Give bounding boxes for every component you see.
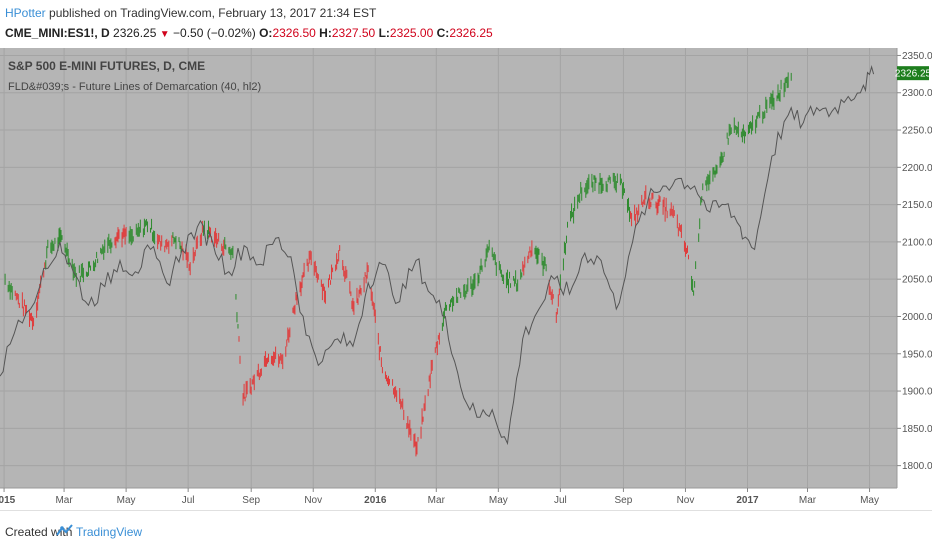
x-tick-label: 2016	[364, 495, 387, 506]
fld-line	[0, 65, 875, 446]
y-tick-label: 1900.00	[902, 387, 932, 398]
y-axis[interactable]: 1800.00 1850.00 1900.00 1950.00 2000.00 2050.…	[896, 48, 932, 488]
x-tick-label: May	[489, 495, 508, 506]
published-text: published on TradingView.com, February 1…	[49, 6, 377, 20]
x-tick-label: Mar	[428, 495, 446, 506]
x-tick-label: Mar	[55, 495, 73, 506]
high-value: 2327.50	[331, 26, 376, 40]
last-price-tag-bg	[897, 66, 929, 81]
down-triangle-icon: ▼	[159, 29, 170, 40]
tradingview-link[interactable]: TradingView	[76, 525, 143, 539]
low-value: 2325.00	[389, 26, 434, 40]
x-tick-label: May	[117, 495, 136, 506]
symbol-info-line: CME_MINI:ES1!, D 2326.25 ▼ −0.50 (−0.02%…	[5, 26, 493, 40]
x-tick-label: 2017	[736, 495, 759, 506]
author-link[interactable]: HPotter	[5, 6, 46, 20]
high-label: H:	[319, 26, 332, 40]
low-label: L:	[378, 26, 390, 40]
x-tick-label: Jul	[182, 495, 195, 506]
x-tick-label: Jul	[554, 495, 567, 506]
x-tick-label: Mar	[799, 495, 817, 506]
y-tick-label: 2350.00	[902, 51, 932, 62]
y-tick-label: 1800.00	[902, 461, 932, 472]
price-chart[interactable]: S&P 500 E-MINI FUTURES, D, CME FLD&#039;…	[0, 46, 932, 510]
created-with-text: Created with	[5, 525, 73, 539]
price-change: −0.50 (−0.02%)	[173, 26, 256, 40]
x-tick-label: May	[860, 495, 879, 506]
y-tick-label: 1950.00	[902, 349, 932, 360]
y-tick-label: 2150.00	[902, 200, 932, 211]
x-tick-label: 2015	[0, 495, 16, 506]
y-tick-label: 2300.00	[902, 88, 932, 99]
indicator-label: FLD&#039;s - Future Lines of Demarcation…	[8, 81, 261, 93]
y-tick-label: 2000.00	[902, 312, 932, 323]
symbol-name: CME_MINI:ES1!, D	[5, 26, 110, 40]
y-tick-label: 2100.00	[902, 237, 932, 248]
tradingview-logo-icon[interactable]	[56, 523, 74, 539]
x-tick-label: Sep	[615, 495, 633, 506]
y-tick-label: 2050.00	[902, 275, 932, 286]
x-tick-label: Nov	[677, 495, 695, 506]
x-tick-label: Sep	[242, 495, 260, 506]
x-axis[interactable]: 2015 Mar May Jul Sep Nov 2016 Mar May Jul Sep Nov 20…	[0, 487, 897, 506]
last-price-tag-text: 2326.25	[895, 69, 932, 80]
y-tick-label: 2250.00	[902, 126, 932, 137]
chart-title: S&P 500 E-MINI FUTURES, D, CME	[8, 59, 205, 73]
close-value: 2326.25	[449, 26, 493, 40]
x-tick-label: Nov	[304, 495, 322, 506]
gridlines	[0, 48, 897, 488]
chart-area[interactable]: S&P 500 E-MINI FUTURES, D, CME FLD&#039;…	[0, 46, 932, 510]
y-tick-label: 2200.00	[902, 163, 932, 174]
open-value: 2326.50	[272, 26, 316, 40]
last-price: 2326.25	[113, 26, 157, 40]
last-price-tag: 2326.25	[895, 66, 932, 81]
publish-line: HPotter published on TradingView.com, Fe…	[5, 6, 376, 20]
chart-header: HPotter published on TradingView.com, Fe…	[0, 0, 932, 46]
y-tick-label: 1850.00	[902, 424, 932, 435]
open-label: O:	[259, 26, 273, 40]
footer: Created with TradingView	[0, 510, 932, 551]
close-label: C:	[436, 26, 450, 40]
